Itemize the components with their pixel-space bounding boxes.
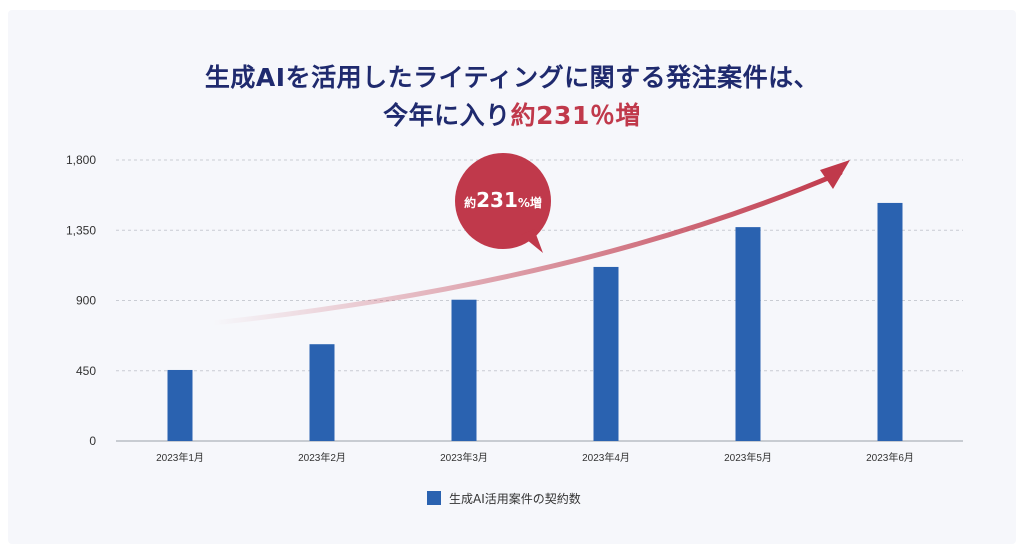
callout-prefix: 約 <box>464 195 476 210</box>
legend-label: 生成AI活用案件の契約数 <box>449 491 581 506</box>
chart-title-prefix: 今年に入り <box>383 101 511 130</box>
bar-chart: 0 450 900 1,350 1,800 2023年1月 2023年2月 2023年3月 20… <box>66 153 963 506</box>
chart-card: 生成AIを活用したライティングに関する発注案件は、 今年に入り約231％増 0 4… <box>8 10 1016 544</box>
bar-5 <box>735 227 761 441</box>
x-tick-label: 2023年2月 <box>298 451 346 464</box>
legend-swatch <box>427 491 441 505</box>
x-tick-label: 2023年1月 <box>156 451 204 464</box>
chart-title-line-2: 今年に入り約231％増 <box>8 96 1016 132</box>
callout-bubble <box>455 153 551 249</box>
y-tick-label: 450 <box>76 364 96 378</box>
y-tick-label: 0 <box>89 434 96 448</box>
chart-title-highlight: 約231％増 <box>510 101 641 130</box>
callout-tail <box>521 229 543 253</box>
x-tick-label: 2023年3月 <box>440 451 488 464</box>
chart-legend: 生成AI活用案件の契約数 <box>427 491 581 506</box>
growth-callout: 約231%増 <box>455 153 551 253</box>
bar-2 <box>309 344 335 441</box>
svg-text:約231%増: 約231%増 <box>464 188 542 212</box>
callout-number: 231 <box>476 188 518 212</box>
x-tick-label: 2023年6月 <box>866 451 914 464</box>
bar-4 <box>593 266 619 441</box>
trend-arrow-head <box>820 160 850 189</box>
y-tick-label: 1,800 <box>66 153 96 167</box>
bar-6 <box>877 202 903 441</box>
y-tick-label: 1,350 <box>66 223 96 237</box>
y-tick-label: 900 <box>76 294 96 308</box>
trend-arrow <box>210 170 843 326</box>
callout-suffix: %増 <box>518 195 542 210</box>
bar-1 <box>167 369 193 441</box>
x-tick-label: 2023年5月 <box>724 451 772 464</box>
chart-title-line-1: 生成AIを活用したライティングに関する発注案件は、 <box>204 63 820 92</box>
bar-3 <box>451 299 477 441</box>
x-tick-label: 2023年4月 <box>582 451 630 464</box>
